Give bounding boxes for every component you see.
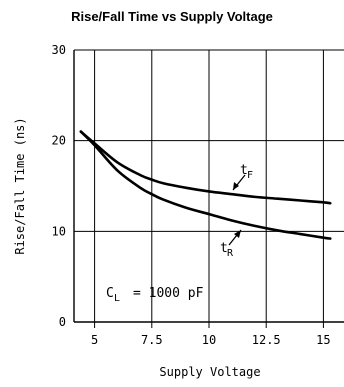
tr-arrow-head (234, 230, 241, 238)
y-tick-label: 0 (59, 315, 66, 329)
cl-main: C (106, 286, 114, 301)
y-tick-label: 30 (52, 43, 66, 57)
tf-arrow-head (233, 182, 239, 190)
tr-main: t (220, 241, 228, 256)
series-line-tf (79, 130, 332, 205)
tr-sub: R (227, 248, 234, 259)
grid-layer (73, 49, 344, 328)
x-axis-label: Supply Voltage (159, 365, 260, 379)
y-tick-label: 20 (52, 134, 66, 148)
chart-title: Rise/Fall Time vs Supply Voltage (71, 9, 273, 24)
x-tick-label: 7.5 (141, 333, 163, 347)
tf-sub: F (247, 170, 253, 181)
x-tick-label: 10 (202, 333, 216, 347)
tr-annotation: t R (220, 229, 242, 259)
y-axis-label: Rise/Fall Time (ns) (13, 117, 27, 254)
load-capacitance-annotation: C L = 1000 pF (106, 286, 204, 304)
x-tick-label: 15 (316, 333, 330, 347)
tf-annotation: t F (232, 163, 253, 191)
series-layer (79, 130, 332, 240)
tf-main: t (240, 163, 248, 178)
series-line-tr (79, 130, 332, 240)
x-tick-label: 5 (91, 333, 98, 347)
cl-sub: L (114, 293, 120, 304)
tick-labels: 0 10 20 30 5 7.5 10 12.5 15 (52, 43, 331, 347)
x-tick-label: 12.5 (252, 333, 281, 347)
cl-value: = 1000 pF (133, 286, 204, 301)
y-tick-label: 10 (52, 224, 66, 238)
